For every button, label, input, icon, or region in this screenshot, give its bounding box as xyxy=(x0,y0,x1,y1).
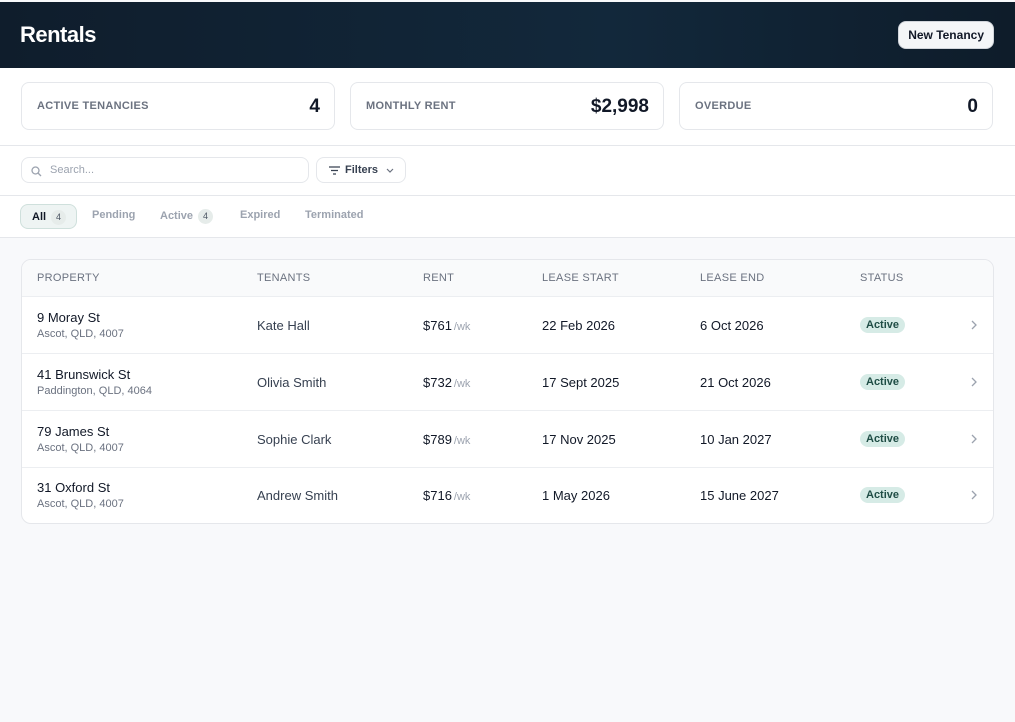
tab-label: Terminated xyxy=(305,209,364,221)
tab-label: All xyxy=(32,211,47,223)
rent-unit: /wk xyxy=(453,434,471,447)
chevron-down xyxy=(386,168,394,173)
rent: $716/wk xyxy=(423,488,470,503)
tenant-name: Kate Hall xyxy=(257,318,310,333)
rent: $789/wk xyxy=(423,432,470,447)
tenant-name: Sophie Clark xyxy=(257,431,332,447)
lease-start: 22 Feb 2026 xyxy=(542,318,616,333)
stats-bar: ACTIVE TENANCIES 4 MONTHLY RENT $2,998 OVERD… xyxy=(0,68,1015,146)
tab-label: Expired xyxy=(240,209,281,221)
lease-end: 6 Oct 2026 xyxy=(700,318,764,333)
stat-value: 4 xyxy=(309,96,320,117)
stat-value: 0 xyxy=(967,96,978,117)
status-badge: Active xyxy=(860,373,906,390)
property-address: Ascot, QLD, 4007 xyxy=(37,328,124,340)
stat-card: MONTHLY RENT $2,998 xyxy=(350,82,664,130)
stat-value: $2,998 xyxy=(590,96,649,117)
search-placeholder: Search... xyxy=(50,164,95,176)
toolbar: Search... Filters xyxy=(0,146,1015,196)
tab[interactable]: Terminated xyxy=(305,204,363,229)
page-title: Rentals xyxy=(20,22,96,47)
column-header: PROPERTY xyxy=(37,272,100,284)
tab[interactable]: Pending xyxy=(92,204,135,229)
lease-start: 17 Sept 2025 xyxy=(542,374,620,390)
column-header: TENANTS xyxy=(257,272,311,284)
lease-start: 1 May 2026 xyxy=(542,488,610,504)
rent-amount: $732 xyxy=(423,374,452,390)
stat-label: ACTIVE TENANCIES xyxy=(37,100,149,112)
filter-icon xyxy=(329,166,340,175)
row-chevron xyxy=(971,320,977,330)
rent-unit: /wk xyxy=(453,491,471,504)
table-row[interactable]: 79 James St Ascot, QLD, 4007 Sophie Clark $… xyxy=(22,411,993,468)
tab[interactable]: Expired xyxy=(240,204,280,229)
column-header: LEASE START xyxy=(542,272,619,284)
header: Rentals New Tenancy xyxy=(0,2,1015,68)
stat-label: MONTHLY RENT xyxy=(366,100,456,112)
lease-start: 17 Nov 2025 xyxy=(542,431,616,447)
stat-card: ACTIVE TENANCIES 4 xyxy=(21,82,335,130)
status-badge: Active xyxy=(860,317,906,333)
status-badge: Active xyxy=(860,430,906,447)
rent-unit: /wk xyxy=(453,321,471,333)
filters-button[interactable]: Filters xyxy=(316,157,406,183)
property-address: Paddington, QLD, 4064 xyxy=(37,384,152,397)
tenant-name: Andrew Smith xyxy=(257,488,338,504)
rent: $761/wk xyxy=(423,318,470,333)
property-name: 79 James St xyxy=(37,423,110,439)
lease-end: 15 June 2027 xyxy=(700,488,779,504)
tab-count: 4 xyxy=(51,210,67,225)
rent-amount: $789 xyxy=(423,431,452,447)
tab[interactable]: Active 4 xyxy=(160,204,214,229)
row-chevron xyxy=(971,377,977,387)
property-address: Ascot, QLD, 4007 xyxy=(37,441,124,454)
status-badge: Active xyxy=(860,487,906,504)
property-name: 41 Brunswick St xyxy=(37,366,131,382)
tab[interactable]: All 4 xyxy=(20,204,78,229)
filters-label: Filters xyxy=(345,164,379,176)
row-chevron xyxy=(971,490,977,500)
rent-unit: /wk xyxy=(453,377,471,390)
property-address: Ascot, QLD, 4007 xyxy=(37,498,124,511)
row-chevron xyxy=(971,434,977,444)
column-header: RENT xyxy=(423,272,455,284)
table-row[interactable]: 9 Moray St Ascot, QLD, 4007 Kate Hall $761/… xyxy=(22,297,993,354)
tenant-name: Olivia Smith xyxy=(257,374,327,390)
lease-end: 21 Oct 2026 xyxy=(700,374,771,390)
rent: $732/wk xyxy=(423,375,470,390)
column-header: LEASE END xyxy=(700,272,765,284)
stat-card: OVERDUE 0 xyxy=(679,82,993,130)
tab-label: Active xyxy=(160,210,194,222)
search-input[interactable]: Search... xyxy=(21,157,309,183)
table-row[interactable]: 31 Oxford St Ascot, QLD, 4007 Andrew Smith… xyxy=(22,467,993,523)
table-header: PROPERTY TENANTS RENT LEASE START LEASE END S… xyxy=(22,260,993,297)
table-row[interactable]: 41 Brunswick St Paddington, QLD, 4064 Oliv… xyxy=(22,354,993,411)
lease-end: 10 Jan 2027 xyxy=(700,431,772,447)
stat-label: OVERDUE xyxy=(695,100,752,112)
tab-label: Pending xyxy=(92,209,136,221)
rent-amount: $716 xyxy=(423,488,452,504)
property-name: 9 Moray St xyxy=(37,310,100,325)
tabs: All 4 Pending Active 4 Expired Terminated xyxy=(0,196,1015,238)
property-name: 31 Oxford St xyxy=(37,480,110,496)
search-icon xyxy=(31,166,42,177)
tab-count: 4 xyxy=(198,209,214,224)
tenancy-table: PROPERTY TENANTS RENT LEASE START LEASE END S… xyxy=(21,259,994,524)
rent-amount: $761 xyxy=(423,318,452,333)
column-header: STATUS xyxy=(860,272,904,284)
new-tenancy-button[interactable]: New Tenancy xyxy=(898,21,994,49)
